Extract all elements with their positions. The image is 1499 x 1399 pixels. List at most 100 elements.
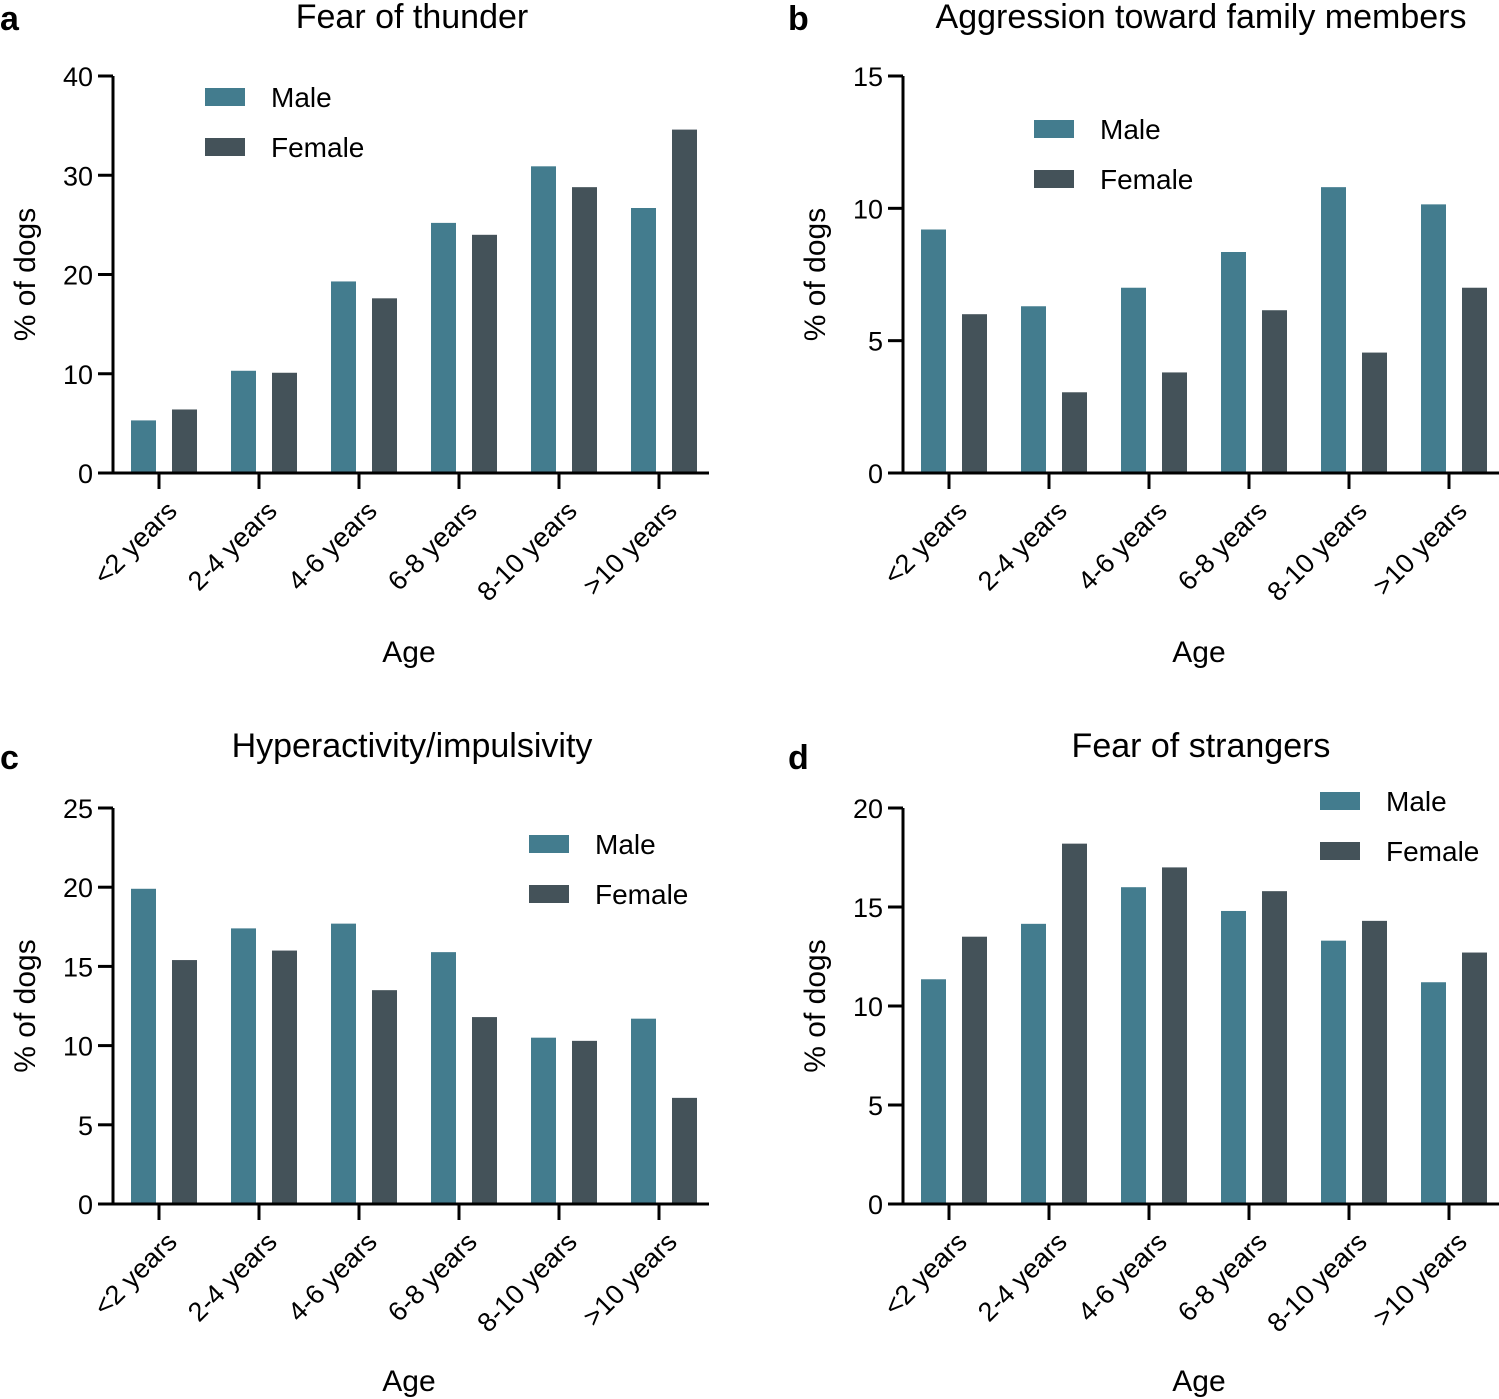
bar-female-3: [1262, 891, 1287, 1204]
y-tick-label: 15: [63, 952, 93, 982]
x-tick-label: 6-8 years: [1172, 1227, 1273, 1328]
x-tick-label: 4-6 years: [1072, 1227, 1173, 1328]
bar-female-3: [472, 234, 497, 473]
y-tick-label: 10: [853, 992, 883, 1022]
legend-label-female: Female: [1386, 836, 1479, 867]
bar-male-3: [1221, 252, 1246, 473]
y-tick-label: 0: [868, 1190, 883, 1220]
y-axis-title: % of dogs: [799, 939, 832, 1072]
y-tick-label: 15: [853, 893, 883, 923]
x-tick-label: 2-4 years: [182, 496, 283, 597]
x-tick-label: <2 years: [878, 1227, 973, 1322]
y-tick-label: 20: [853, 794, 883, 824]
y-tick-label: 30: [63, 161, 93, 191]
chart-panel-a: a Fear of thunder <2 years 2-4 years 4-6 yea…: [0, 0, 709, 669]
bar-female-3: [1262, 310, 1287, 473]
bar-male-0: [131, 888, 156, 1204]
x-tick-label: 4-6 years: [1072, 496, 1173, 597]
bar-male-3: [1221, 910, 1246, 1204]
x-tick-label: 8-10 years: [471, 1227, 582, 1338]
bar-male-1: [231, 370, 256, 473]
bar-female-1: [272, 950, 297, 1204]
bar-female-5: [1462, 952, 1487, 1204]
bar-female-5: [672, 129, 697, 473]
chart-title: Fear of strangers: [1072, 727, 1331, 765]
x-tick-label: 6-8 years: [1172, 496, 1273, 597]
panel-letter: d: [788, 739, 809, 777]
x-axis-title: Age: [1172, 636, 1225, 669]
x-tick-label: 8-10 years: [1261, 1227, 1372, 1338]
bar-male-2: [1121, 287, 1146, 473]
bar-male-4: [531, 1037, 556, 1204]
bar-female-4: [572, 187, 597, 473]
bar-male-0: [921, 229, 946, 473]
y-tick-label: 0: [868, 459, 883, 489]
bar-female-4: [1362, 352, 1387, 473]
legend-label-male: Male: [595, 829, 656, 860]
chart-panel-c: c Hyperactivity/impulsivity <2 years 2-4 ye…: [0, 727, 709, 1398]
x-tick-label: 4-6 years: [282, 496, 383, 597]
legend-swatch-male: [1034, 120, 1074, 138]
bar-female-2: [1162, 867, 1187, 1204]
y-tick-label: 0: [78, 1190, 93, 1220]
legend-label-female: Female: [1100, 164, 1193, 195]
y-tick-label: 15: [853, 62, 883, 92]
x-axis-title: Age: [382, 636, 435, 669]
bar-female-0: [962, 314, 987, 473]
panel-letter: a: [0, 0, 20, 38]
x-tick-label: >10 years: [577, 1227, 683, 1333]
bar-female-1: [1062, 843, 1087, 1204]
bar-female-2: [1162, 372, 1187, 473]
x-tick-label: <2 years: [88, 496, 183, 591]
x-tick-label: 2-4 years: [182, 1227, 283, 1328]
bar-female-5: [1462, 287, 1487, 473]
x-tick-label: 8-10 years: [1261, 496, 1372, 607]
bar-male-3: [431, 222, 456, 473]
legend-swatch-female: [1320, 842, 1360, 860]
bar-male-5: [631, 1018, 656, 1204]
legend-label-male: Male: [1386, 786, 1447, 817]
bar-male-2: [331, 281, 356, 473]
bar-female-0: [172, 409, 197, 473]
bar-female-4: [1362, 920, 1387, 1204]
legend-swatch-male: [205, 88, 245, 106]
legend-swatch-female: [205, 138, 245, 156]
x-axis-title: Age: [1172, 1365, 1225, 1398]
y-tick-label: 5: [78, 1111, 93, 1141]
bar-male-0: [131, 420, 156, 473]
y-tick-label: 5: [868, 327, 883, 357]
bar-male-5: [631, 208, 656, 473]
legend-label-female: Female: [271, 132, 364, 163]
chart-panel-d: d Fear of strangers <2 years 2-4 years 4-6 y…: [788, 727, 1499, 1398]
legend-label-female: Female: [595, 879, 688, 910]
y-tick-label: 10: [853, 194, 883, 224]
bar-female-1: [1062, 392, 1087, 473]
chart-title: Aggression toward family members: [936, 0, 1467, 36]
x-tick-label: 2-4 years: [972, 496, 1073, 597]
legend-swatch-female: [529, 885, 569, 903]
y-tick-label: 25: [63, 794, 93, 824]
x-tick-label: 6-8 years: [382, 1227, 483, 1328]
bar-female-4: [572, 1040, 597, 1204]
chart-title: Fear of thunder: [296, 0, 528, 36]
x-tick-label: 8-10 years: [471, 496, 582, 607]
y-axis-title: % of dogs: [9, 939, 42, 1072]
x-tick-label: <2 years: [88, 1227, 183, 1322]
bar-female-0: [962, 936, 987, 1204]
bar-male-4: [531, 166, 556, 473]
x-axis-title: Age: [382, 1365, 435, 1398]
bar-male-3: [431, 952, 456, 1204]
panel-letter: b: [788, 0, 809, 38]
x-tick-label: <2 years: [878, 496, 973, 591]
bar-male-5: [1421, 204, 1446, 473]
legend-swatch-female: [1034, 170, 1074, 188]
panel-letter: c: [0, 739, 19, 777]
legend-label-male: Male: [1100, 114, 1161, 145]
bar-female-3: [472, 1017, 497, 1204]
x-tick-label: 6-8 years: [382, 496, 483, 597]
legend-swatch-male: [1320, 792, 1360, 810]
bar-female-1: [272, 372, 297, 473]
x-tick-label: 4-6 years: [282, 1227, 383, 1328]
bar-female-5: [672, 1097, 697, 1204]
bar-male-0: [921, 979, 946, 1204]
